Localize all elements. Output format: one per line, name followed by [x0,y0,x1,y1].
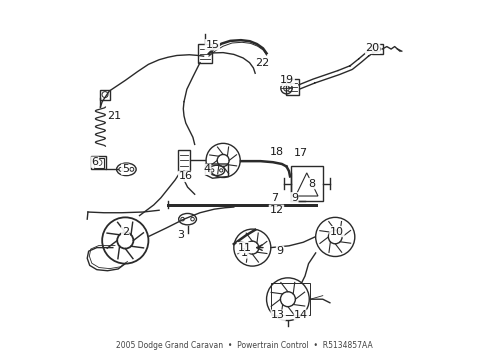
Text: 22: 22 [255,58,269,68]
Text: 18: 18 [269,147,283,157]
Bar [271,283,310,315]
Text: 2005 Dodge Grand Caravan  •  Powertrain Control  •  R5134857AA: 2005 Dodge Grand Caravan • Powertrain Co… [116,341,372,350]
Bar [198,44,212,63]
Text: 4: 4 [203,164,210,174]
Text: 20: 20 [365,43,379,53]
Text: 7: 7 [271,193,278,203]
Text: 11: 11 [237,243,251,253]
Text: 9: 9 [276,246,283,256]
Text: 17: 17 [294,148,308,158]
Bar [285,80,299,95]
Text: 13: 13 [271,310,285,320]
Bar [178,150,190,171]
Text: 15: 15 [205,40,219,50]
Text: 5: 5 [122,164,128,174]
Bar [100,90,110,100]
Text: 10: 10 [329,226,343,237]
Bar [91,156,106,169]
Text: 3: 3 [177,230,183,240]
Text: 9: 9 [290,193,297,203]
Bar [371,44,382,54]
Text: 21: 21 [107,111,122,121]
Bar [290,166,322,201]
Text: 12: 12 [269,205,283,215]
Text: 16: 16 [178,171,192,181]
Text: 19: 19 [280,75,294,85]
Text: 6: 6 [91,157,98,167]
Text: 2: 2 [122,226,129,237]
Text: 8: 8 [308,179,315,189]
Text: 1: 1 [241,248,247,258]
Bar [93,158,104,167]
Text: 14: 14 [294,310,308,320]
